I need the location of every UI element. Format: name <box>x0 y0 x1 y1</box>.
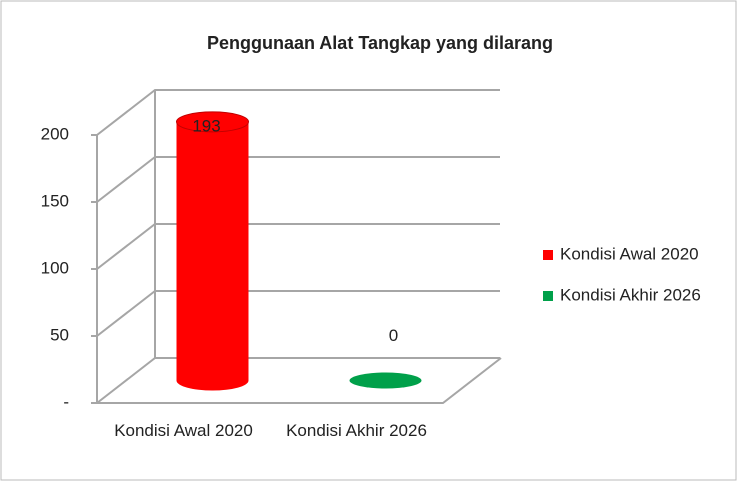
bar <box>176 111 249 391</box>
legend-label: Kondisi Akhir 2026 <box>560 285 701 304</box>
y-tick-label: 50 <box>50 325 69 344</box>
legend-marker <box>543 291 553 301</box>
y-tick-label: - <box>63 392 69 411</box>
data-label: 193 <box>192 116 220 135</box>
grid-line <box>96 357 500 404</box>
bar-top <box>176 111 249 133</box>
chart-title: Penggunaan Alat Tangkap yang dilarang <box>207 33 553 53</box>
grid-line <box>96 156 500 203</box>
y-tick-label: 150 <box>41 191 69 210</box>
bar-top <box>349 372 422 389</box>
y-tick-label: 200 <box>41 124 69 143</box>
data-label: 0 <box>389 326 398 345</box>
grid-line <box>96 290 500 337</box>
bar-body <box>176 121 249 391</box>
legend-label: Kondisi Awal 2020 <box>560 244 699 263</box>
y-tick-label: 100 <box>41 258 69 277</box>
floor <box>97 357 502 404</box>
grid-line <box>96 223 500 270</box>
bar <box>349 372 422 389</box>
grid-line <box>96 89 500 136</box>
legend-marker <box>543 250 553 260</box>
x-tick-label: Kondisi Awal 2020 <box>114 421 253 440</box>
x-tick-label: Kondisi Akhir 2026 <box>286 421 427 440</box>
